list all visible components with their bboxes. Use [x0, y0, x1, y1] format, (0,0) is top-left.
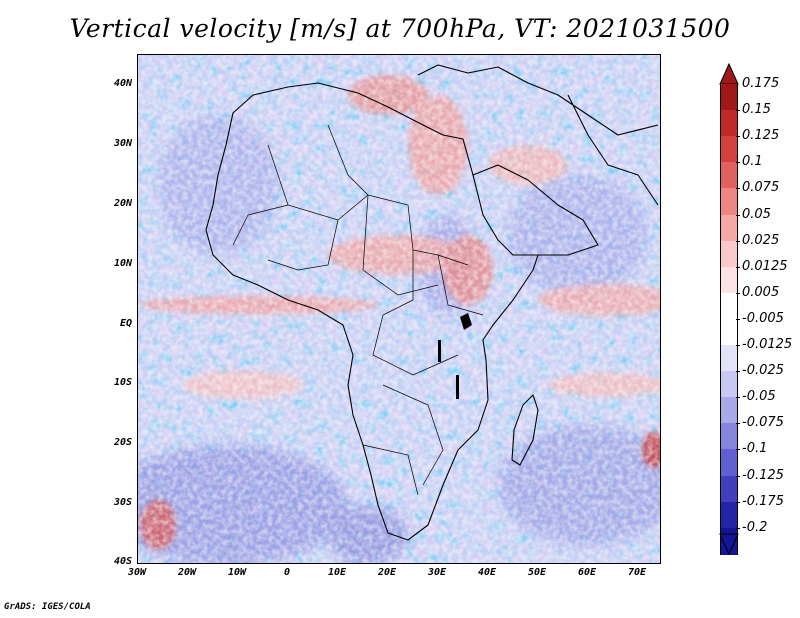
colorbar-tick [736, 423, 740, 425]
velocity-field-map [138, 55, 660, 563]
lat-label-eq: EQ [119, 318, 132, 329]
colorbar-tick [736, 397, 740, 399]
colorbar-swatch [720, 501, 738, 529]
colorbar-label: -0.175 [742, 493, 784, 509]
lat-label-20s: 20S [113, 437, 132, 448]
colorbar-swatch [720, 475, 738, 503]
colorbar-swatch [720, 84, 738, 111]
lon-label-50e: 50E [527, 567, 547, 578]
colorbar-bottom-arrow [719, 533, 739, 555]
lat-label-30n: 30N [113, 138, 132, 149]
colorbar-swatch [720, 214, 738, 242]
africa-coastline [205, 82, 539, 541]
lon-label-30e: 30E [427, 567, 447, 578]
colorbar-tick [736, 501, 740, 503]
colorbar-label: -0.05 [742, 389, 776, 405]
colorbar-tick [736, 136, 740, 138]
colorbar-label: 0.0125 [742, 258, 788, 274]
footer-credit: GrADS: IGES/COLA [4, 602, 91, 612]
eurasia-coastline [417, 64, 659, 136]
lat-label-30s: 30S [113, 497, 132, 508]
field-speckle [138, 55, 660, 563]
colorbar-tick [736, 162, 740, 164]
lat-label-40s: 40S [113, 556, 132, 567]
lon-label-20e: 20E [377, 567, 397, 578]
colorbar-tick [736, 214, 740, 216]
lon-label-0: 0 [283, 567, 291, 578]
lon-label-60e: 60E [577, 567, 597, 578]
lon-label-20w: 20W [177, 567, 197, 578]
colorbar-label: 0.075 [742, 180, 780, 196]
colorbar-swatch [720, 449, 738, 477]
lat-label-20n: 20N [113, 198, 132, 209]
colorbar-label: 0.125 [742, 128, 780, 144]
arabia-coastline [472, 164, 599, 256]
colorbar-tick [736, 345, 740, 346]
colorbar-label: -0.075 [742, 415, 784, 431]
colorbar-tick [736, 292, 740, 294]
country-borders [232, 124, 484, 496]
colorbar-tick [736, 110, 740, 112]
colorbar-tick [736, 449, 740, 451]
lon-label-30w: 30W [127, 567, 147, 578]
colorbar-swatch [720, 266, 738, 294]
colorbar-label: 0.005 [742, 284, 780, 300]
madagascar-coastline [511, 394, 539, 466]
colorbar-swatch [720, 318, 738, 346]
colorbar-swatch [720, 371, 738, 399]
lon-label-70e: 70E [627, 567, 647, 578]
colorbar-label: -0.1 [742, 441, 768, 457]
colorbar-tick [736, 318, 740, 320]
colorbar-label: 0.15 [742, 102, 771, 118]
lat-label-10s: 10S [113, 377, 132, 388]
lon-label-10w: 10W [227, 567, 247, 578]
colorbar-label: -0.025 [742, 363, 784, 379]
lakes [438, 313, 472, 399]
asia-coastline [567, 94, 659, 206]
colorbar-swatch [720, 110, 738, 138]
colorbar-label: -0.2 [742, 519, 768, 535]
map-area [137, 54, 661, 564]
colorbar-swatch [720, 397, 738, 425]
lat-label-10n: 10N [113, 258, 132, 269]
chart-title: Vertical velocity [m/s] at 700hPa, VT: 2… [69, 14, 731, 43]
colorbar-swatch [720, 292, 738, 320]
colorbar-tick [736, 475, 740, 477]
colorbar-tick [736, 371, 740, 373]
colorbar-label: 0.175 [742, 76, 780, 91]
colorbar-tick [736, 266, 740, 268]
colorbar-swatch [720, 345, 738, 372]
colorbar-swatch [720, 240, 738, 268]
colorbar-label: -0.0125 [742, 337, 793, 352]
lon-label-10e: 10E [327, 567, 347, 578]
lon-label-40e: 40E [477, 567, 497, 578]
colorbar-swatch [720, 188, 738, 216]
colorbar-tick [736, 188, 740, 190]
colorbar-tick [736, 527, 740, 529]
colorbar-label: 0.025 [742, 232, 780, 248]
colorbar-label: -0.125 [742, 467, 784, 483]
colorbar-label: 0.1 [742, 154, 763, 170]
colorbar-label: 0.05 [742, 206, 771, 222]
colorbar-swatch [720, 162, 738, 190]
colorbar-tick [736, 240, 740, 242]
coastlines [205, 64, 659, 541]
colorbar-top-arrow [719, 63, 739, 85]
lat-label-40n: 40N [113, 78, 132, 89]
colorbar-label: -0.005 [742, 310, 784, 326]
colorbar-swatch [720, 136, 738, 164]
colorbar-swatch [720, 423, 738, 451]
